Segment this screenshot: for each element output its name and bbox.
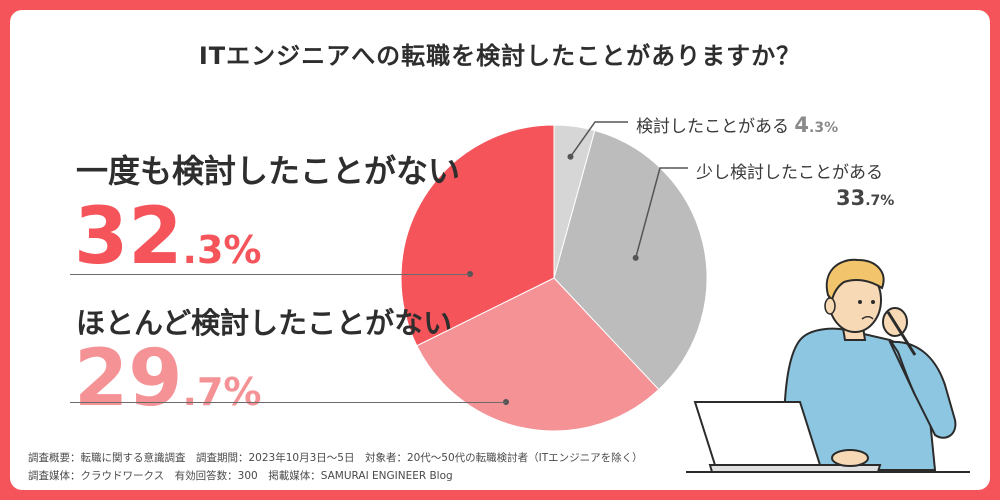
leader-dot-never-considered: [467, 271, 473, 277]
value-hardly-considered-dec: .7%: [182, 370, 262, 414]
slice-never-considered: [400, 124, 555, 347]
value-considered-int: 4: [794, 113, 810, 137]
label-considered-text: 検討したことがある: [636, 117, 789, 137]
chart-title-text: ITエンジニアへの転職を検討したことがありますか？: [198, 42, 802, 70]
value-somewhat-considered-dec: .7%: [865, 193, 895, 209]
value-never-considered-int: 32: [74, 192, 183, 282]
leader-dot-considered: [567, 153, 574, 160]
slice-somewhat-considered: [553, 129, 708, 391]
leader-line-considered: [569, 121, 628, 158]
value-somewhat-considered: 33.7%: [836, 186, 894, 210]
leader-rule-never: [70, 274, 470, 275]
leader-line-somewhat-considered: [634, 167, 688, 259]
value-somewhat-considered-int: 33: [836, 186, 866, 210]
value-considered-dec: .3%: [809, 120, 839, 136]
ear: [824, 297, 836, 315]
person-illustration: [686, 258, 970, 473]
label-somewhat-considered: 少し検討したことがある: [696, 163, 883, 183]
leader-dot-hardly-considered: [503, 399, 509, 405]
label-considered: 検討したことがある 4.3%: [636, 112, 838, 137]
mouth: [861, 316, 874, 320]
pie-chart: [400, 121, 970, 473]
pie-slices: [400, 124, 708, 432]
value-hardly-considered-int: 29: [74, 334, 183, 424]
chart-title: ITエンジニアへの転職を検討したことがありますか？: [168, 36, 832, 77]
lower-hand: [831, 449, 869, 467]
forearm: [889, 339, 916, 396]
label-never-considered: 一度も検討したことがない: [76, 152, 461, 190]
value-considered: 4.3%: [794, 113, 839, 137]
survey-footnote-2: 調査媒体：クラウドワークス 有効回答数：300 掲載媒体：SAMURAI ENG…: [28, 470, 453, 482]
hair: [825, 258, 885, 303]
leader-dot-somewhat-considered: [632, 254, 639, 261]
value-never-considered-dec: .3%: [182, 228, 262, 272]
eye: [871, 300, 875, 304]
laptop-screen: [693, 401, 822, 466]
raised-arm: [888, 340, 957, 439]
pen: [886, 311, 917, 356]
infographic-card: ITエンジニアへの転職を検討したことがありますか？: [10, 10, 990, 490]
survey-footnote-1: 調査概要：転職に関する意識調査 調査期間：2023年10月3日〜5日 対象者：2…: [28, 452, 643, 464]
label-hardly-considered: ほとんど検討したことがない: [76, 306, 453, 340]
leader-rule-hardly: [70, 402, 506, 403]
leader-lines: [467, 121, 688, 405]
eye: [858, 300, 862, 304]
value-never-considered: 32.3%: [74, 198, 262, 276]
value-hardly-considered: 29.7%: [74, 340, 262, 418]
